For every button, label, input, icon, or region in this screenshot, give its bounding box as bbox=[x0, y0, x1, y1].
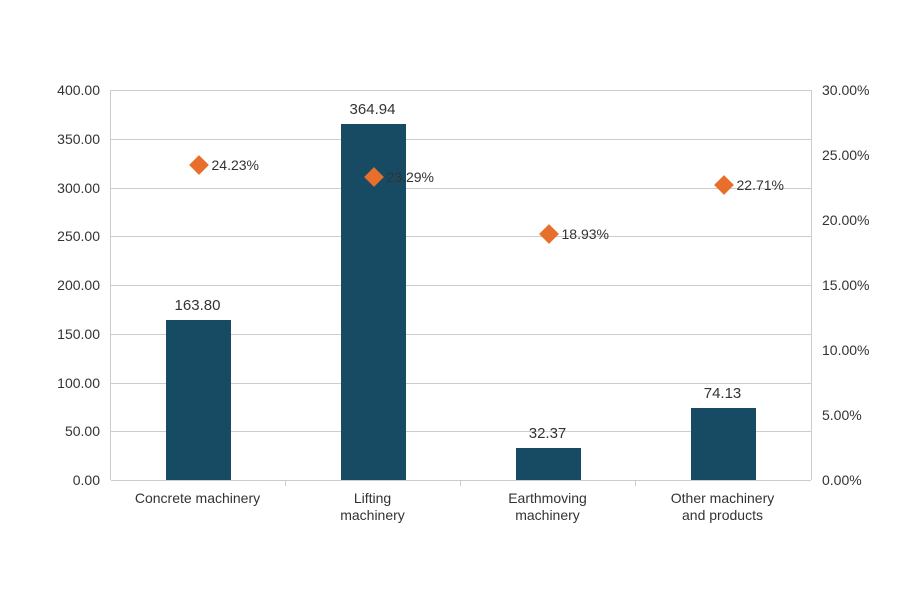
diamond-marker bbox=[189, 155, 209, 175]
bar-value-label: 32.37 bbox=[529, 425, 567, 442]
marker-value-label: 18.93% bbox=[562, 226, 609, 242]
y-right-tick-label: 20.00% bbox=[822, 212, 869, 228]
marker-value-label: 23.29% bbox=[387, 169, 434, 185]
gridline bbox=[111, 139, 811, 140]
y-right-tick-label: 10.00% bbox=[822, 342, 869, 358]
marker-value-label: 24.23% bbox=[212, 157, 259, 173]
gridline bbox=[111, 188, 811, 189]
diamond-marker bbox=[539, 224, 559, 244]
y-left-tick-label: 350.00 bbox=[50, 131, 100, 147]
bar bbox=[691, 408, 756, 480]
gridline bbox=[111, 480, 811, 481]
x-category-label: Earthmoving machinery bbox=[508, 490, 587, 524]
y-right-tick-label: 30.00% bbox=[822, 82, 869, 98]
y-left-tick-label: 400.00 bbox=[50, 82, 100, 98]
y-left-tick-label: 200.00 bbox=[50, 277, 100, 293]
y-right-tick-label: 0.00% bbox=[822, 472, 862, 488]
y-left-tick-label: 0.00 bbox=[50, 472, 100, 488]
y-left-tick-label: 50.00 bbox=[50, 423, 100, 439]
chart-container: 0.00 50.00 100.00 150.00 200.00 250.00 300.00 3… bbox=[0, 0, 900, 600]
bar-value-label: 74.13 bbox=[704, 385, 742, 402]
gridline bbox=[111, 285, 811, 286]
y-left-tick-label: 100.00 bbox=[50, 375, 100, 391]
x-category-label: Other machinery and products bbox=[671, 490, 774, 524]
y-right-tick-label: 25.00% bbox=[822, 147, 869, 163]
bar-value-label: 163.80 bbox=[175, 297, 221, 314]
x-tick bbox=[285, 480, 286, 486]
plot-area bbox=[110, 90, 812, 480]
y-right-tick-label: 15.00% bbox=[822, 277, 869, 293]
bar bbox=[166, 320, 231, 480]
bar bbox=[516, 448, 581, 480]
bar-value-label: 364.94 bbox=[350, 101, 396, 118]
marker-value-label: 22.71% bbox=[737, 177, 784, 193]
x-category-label: Concrete machinery bbox=[135, 490, 260, 507]
y-left-tick-label: 300.00 bbox=[50, 180, 100, 196]
y-left-tick-label: 250.00 bbox=[50, 228, 100, 244]
x-tick bbox=[635, 480, 636, 486]
x-category-label: Lifting machinery bbox=[340, 490, 405, 524]
x-tick bbox=[460, 480, 461, 486]
y-right-tick-label: 5.00% bbox=[822, 407, 862, 423]
gridline bbox=[111, 90, 811, 91]
gridline bbox=[111, 236, 811, 237]
y-left-tick-label: 150.00 bbox=[50, 326, 100, 342]
diamond-marker bbox=[714, 175, 734, 195]
